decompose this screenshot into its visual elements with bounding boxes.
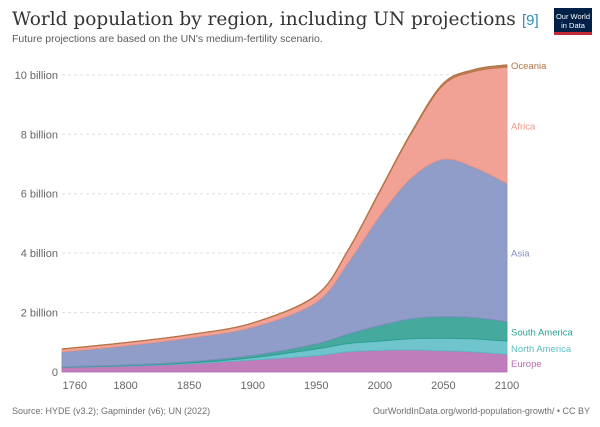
x-tick-label: 2100 [495, 380, 519, 392]
series-label-africa: Africa [511, 121, 536, 132]
x-tick-label: 1800 [113, 380, 137, 392]
chart-subtitle: Future projections are based on the UN's… [12, 33, 323, 45]
x-tick-label: 2000 [368, 380, 392, 392]
y-tick-label: 0 [52, 367, 58, 379]
line-oceania [61, 64, 508, 350]
x-tick-label: 1850 [177, 380, 201, 392]
source-note[interactable]: Source: HYDE (v3.2); Gapminder (v6); UN … [12, 406, 211, 416]
series-label-south-america: South America [511, 327, 573, 338]
series-label-north-america: North America [511, 344, 572, 355]
series-label-europe: Europe [511, 359, 542, 370]
logo-line-1: Our World [555, 12, 591, 21]
series-label-oceania: Oceania [511, 61, 547, 72]
series-labels: Europe North America South America Asia Afri… [511, 61, 573, 370]
x-tick-label: 1900 [240, 380, 264, 392]
series-label-asia: Asia [511, 249, 530, 260]
area-layer [61, 64, 508, 373]
x-tick-label: 2050 [431, 380, 455, 392]
stacked-area-chart: 0 2 billion 4 billion 6 billion 8 billion 10 … [15, 61, 574, 392]
y-tick-label: 4 billion [21, 248, 58, 260]
y-tick-label: 6 billion [21, 189, 58, 201]
x-tick-label: 1760 [62, 380, 86, 392]
footer-link[interactable]: OurWorldInData.org/world-population-grow… [372, 406, 590, 416]
reference-link[interactable]: [9] [522, 12, 539, 29]
y-tick-label: 8 billion [21, 129, 58, 141]
logo-line-2: in Data [561, 21, 585, 30]
owid-logo[interactable]: Our World in Data [554, 8, 592, 35]
axis-labels: 0 2 billion 4 billion 6 billion 8 billion 10 … [15, 70, 520, 392]
y-tick-label: 2 billion [21, 308, 58, 320]
chart-title: World population by region, including UN… [12, 9, 516, 30]
x-tick-label: 1950 [304, 380, 328, 392]
y-tick-label: 10 billion [15, 70, 58, 82]
